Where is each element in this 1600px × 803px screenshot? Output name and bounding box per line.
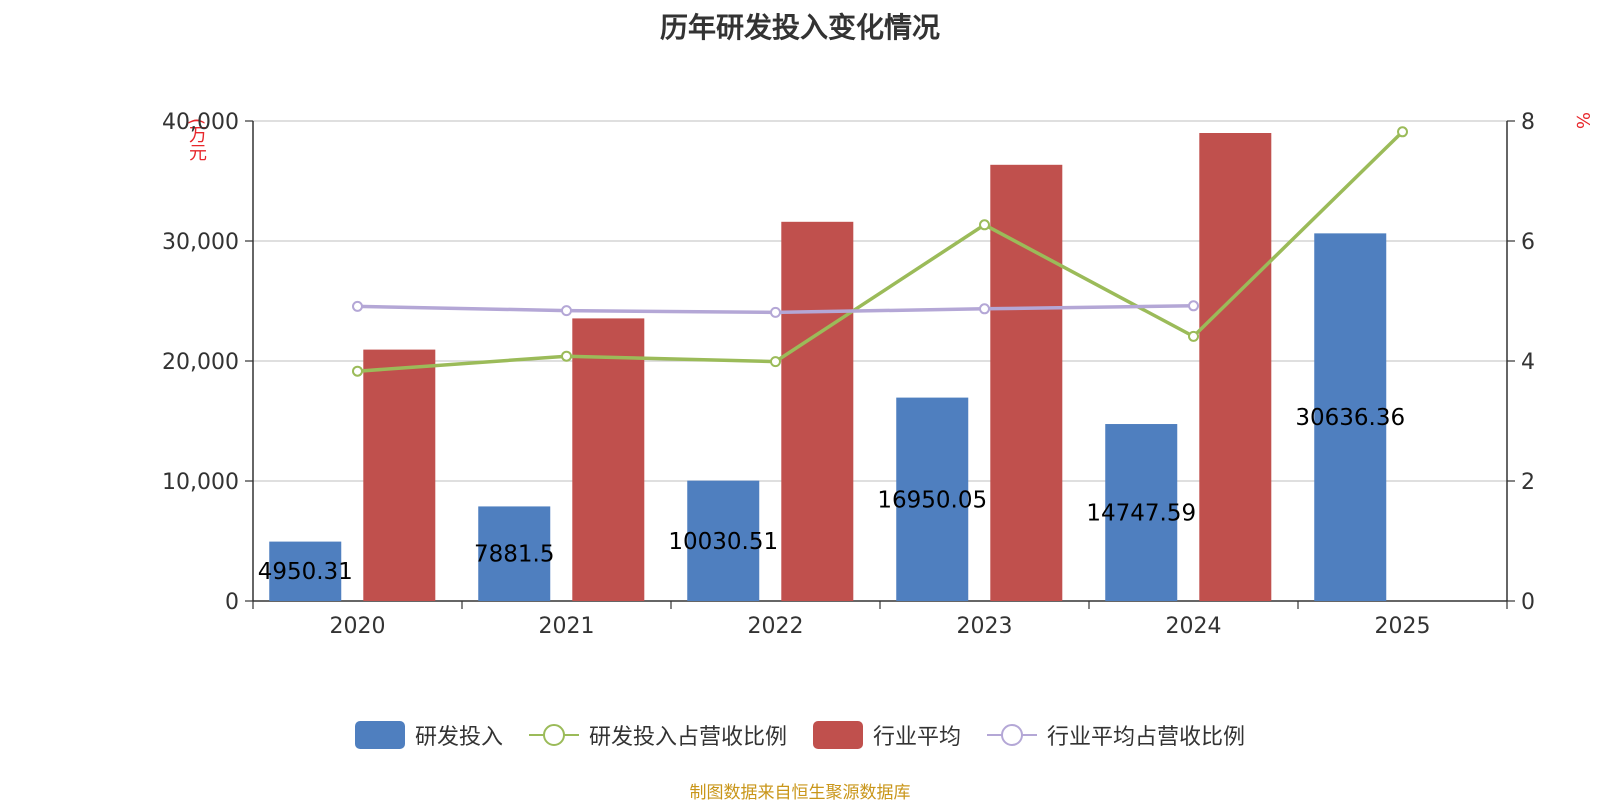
point-industry-ratio [352, 300, 363, 312]
data-source: 制图数据来自恒生聚源数据库 [689, 783, 911, 803]
y-left-tick-label: 30,000 [162, 230, 239, 255]
line-rd-ratio [357, 130, 1404, 373]
bar-rd-investment [269, 541, 342, 601]
bar-data-label: 14747.59 [1086, 501, 1196, 527]
bar-data-label: 10030.51 [668, 529, 778, 555]
legend-swatch-industry-ratio [987, 721, 1038, 749]
bar-data-label: 30636.36 [1295, 405, 1405, 431]
x-tick-label: 2022 [748, 614, 804, 639]
legend: 研发投入 研发投入占营收比例 行业平均 行业平均占营收比例 [0, 719, 1600, 751]
point-rd-ratio [352, 365, 363, 377]
y-right-unit: % [1572, 112, 1593, 130]
y-right-tick-label: 0 [1521, 590, 1535, 615]
bar-industry-avg [1199, 133, 1272, 601]
legend-label-industry-ratio: 行业平均占营收比例 [1047, 725, 1246, 750]
point-rd-ratio [979, 219, 990, 231]
legend-item-rd-investment[interactable]: 研发投入 [354, 719, 503, 751]
bar-rd-investment [1314, 233, 1387, 601]
chart-title: 历年研发投入变化情况 [659, 11, 940, 44]
bar-data-label: 7881.5 [474, 542, 554, 568]
bar-rd-investment [1105, 424, 1178, 601]
y-left-tick-label: 20,000 [162, 350, 239, 375]
legend-item-industry-ratio[interactable]: 行业平均占营收比例 [987, 719, 1245, 751]
legend-item-industry-avg[interactable]: 行业平均 [813, 719, 961, 751]
x-tick-label: 2023 [957, 614, 1013, 639]
point-rd-ratio [1188, 330, 1199, 342]
x-tick-label: 2024 [1166, 614, 1222, 639]
y-right-tick-label: 8 [1521, 110, 1535, 135]
y-right-tick-label: 4 [1521, 350, 1535, 375]
bar-industry-avg [363, 349, 436, 601]
bar-data-label: 16950.05 [877, 487, 987, 513]
legend-swatch-rd-ratio [528, 721, 579, 749]
bar-rd-investment [687, 480, 760, 601]
legend-label-rd-investment: 研发投入 [414, 725, 503, 750]
x-tick-label: 2021 [539, 614, 595, 639]
x-tick-label: 2020 [330, 614, 386, 639]
point-rd-ratio [770, 356, 781, 368]
bar-rd-investment [478, 506, 551, 601]
legend-label-rd-ratio: 研发投入占营收比例 [588, 725, 787, 750]
legend-label-industry-avg: 行业平均 [873, 725, 962, 750]
y-left-unit: (万元 [186, 118, 207, 162]
legend-item-rd-ratio[interactable]: 研发投入占营收比例 [528, 719, 787, 751]
y-left-tick-label: 40,000 [162, 110, 239, 135]
x-tick-label: 2025 [1375, 614, 1431, 639]
y-left-tick-label: 10,000 [162, 470, 239, 495]
bar-industry-avg [990, 164, 1063, 602]
point-industry-ratio [979, 303, 990, 315]
bar-data-label: 4950.31 [258, 559, 353, 585]
y-right-tick-label: 6 [1521, 230, 1535, 255]
bar-industry-avg [572, 318, 645, 601]
y-right-tick-label: 2 [1521, 470, 1535, 495]
legend-swatch-rd-investment [354, 721, 405, 749]
legend-swatch-industry-avg [813, 721, 863, 749]
point-industry-ratio [1188, 300, 1199, 312]
bar-industry-avg [781, 221, 854, 602]
point-industry-ratio [561, 305, 572, 317]
bar-rd-investment [896, 397, 969, 601]
y-left-tick-label: 0 [225, 590, 239, 615]
point-rd-ratio [561, 350, 572, 362]
point-rd-ratio [1397, 126, 1408, 138]
point-industry-ratio [770, 306, 781, 318]
